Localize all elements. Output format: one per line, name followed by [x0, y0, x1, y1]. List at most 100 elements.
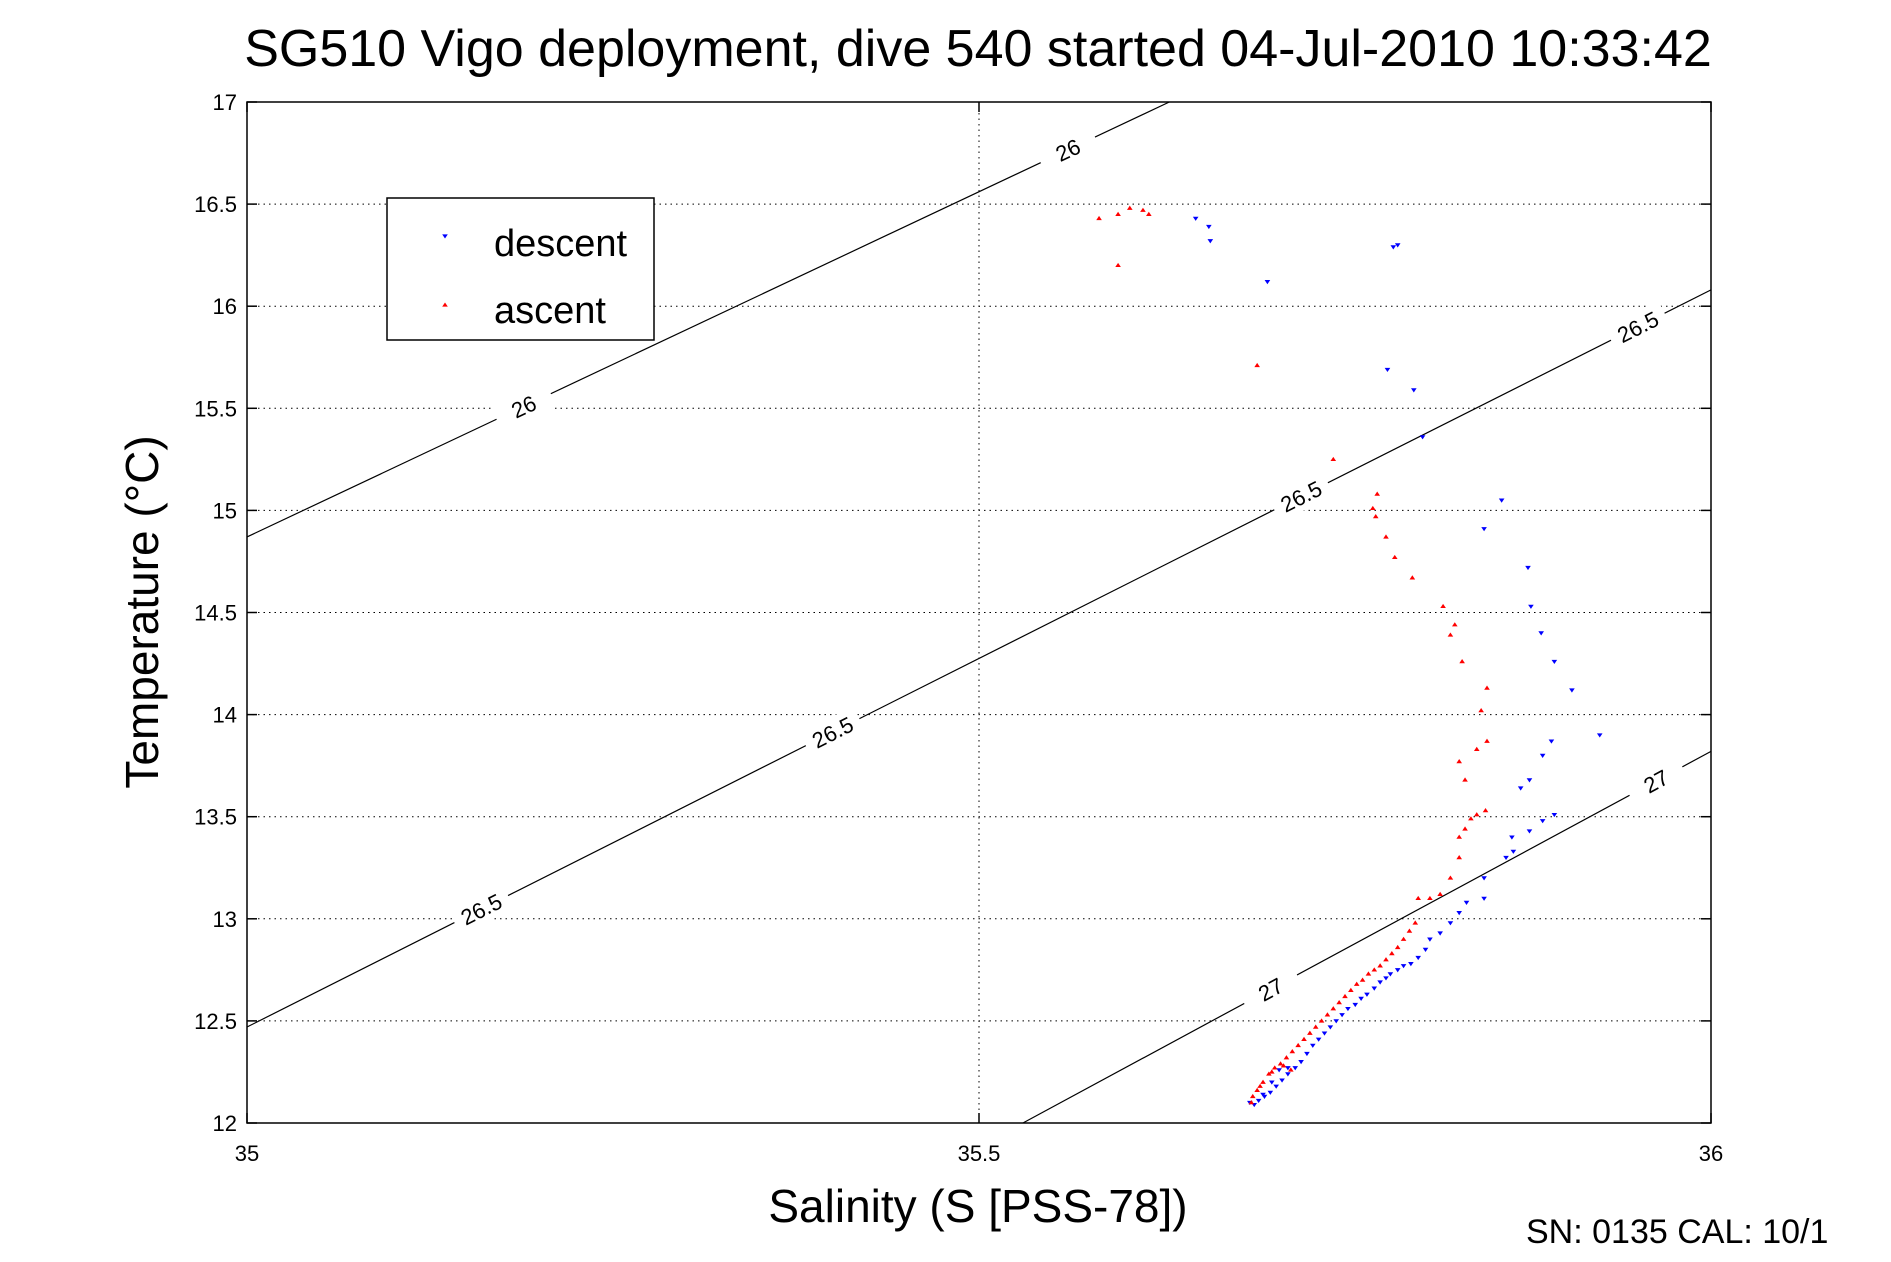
- y-tick-label: 16.5: [194, 192, 237, 217]
- descent-point: [1285, 1066, 1291, 1071]
- ascent-point: [1456, 855, 1462, 860]
- descent-point: [1352, 1002, 1359, 1008]
- ascent-point: [1248, 1100, 1255, 1105]
- ascent-point: [1318, 1018, 1325, 1023]
- ascent-point: [1096, 215, 1102, 221]
- descent-point: [1267, 1090, 1274, 1095]
- descent-point: [1510, 849, 1517, 854]
- ascent-point: [1269, 1069, 1275, 1074]
- descent-point: [1538, 631, 1544, 636]
- legend-box: [386, 197, 655, 341]
- ascent-point: [1437, 891, 1443, 896]
- ascent-point: [1447, 875, 1454, 880]
- descent-point: [1279, 1078, 1285, 1083]
- descent-point: [1358, 996, 1364, 1001]
- descent-point: [1517, 786, 1524, 791]
- ascent-point: [1330, 456, 1337, 462]
- descent-point: [1539, 819, 1546, 824]
- contour-label-gap: [1622, 754, 1690, 808]
- ascent-point: [1257, 1083, 1263, 1088]
- descent-point: [1321, 1031, 1328, 1036]
- ascent-point: [1249, 1093, 1256, 1099]
- ascent-point: [1140, 207, 1146, 212]
- descent-point: [1327, 1025, 1334, 1030]
- descent-point: [1427, 937, 1433, 942]
- legend-ascent-marker: [442, 302, 448, 307]
- ascent-point: [1484, 685, 1490, 690]
- data-points: [1096, 205, 1603, 1108]
- x-tick-label: 36: [1699, 1141, 1723, 1166]
- descent-point: [1345, 1006, 1351, 1012]
- ascent-point: [1478, 707, 1484, 713]
- ascent-point: [1280, 1063, 1287, 1068]
- descent-point: [1315, 1037, 1322, 1042]
- ascent-point: [1254, 1087, 1260, 1093]
- descent-point: [1400, 964, 1407, 969]
- descent-point: [1269, 1080, 1275, 1085]
- legend: descent ascent: [386, 197, 655, 341]
- descent-point: [1526, 829, 1533, 834]
- y-tick-label: 15.5: [194, 396, 237, 421]
- x-tick-label: 35.5: [958, 1141, 1001, 1166]
- descent-point: [1339, 1013, 1345, 1018]
- ascent-point: [1459, 658, 1465, 664]
- descent-point: [1260, 1092, 1266, 1097]
- descent-point: [1364, 992, 1370, 997]
- y-tick-label: 14: [213, 703, 237, 728]
- descent-point: [1387, 972, 1394, 977]
- ascent-point: [1254, 362, 1260, 368]
- ascent-point: [1295, 1042, 1301, 1048]
- ascent-point: [1452, 622, 1458, 627]
- ascent-point: [1473, 746, 1480, 751]
- ascent-point: [1383, 957, 1389, 962]
- descent-point: [1408, 962, 1414, 967]
- descent-point: [1394, 243, 1401, 248]
- descent-point: [1292, 1066, 1299, 1071]
- y-tick-label: 12: [213, 1111, 237, 1136]
- descent-point: [1525, 565, 1531, 571]
- ascent-point: [1288, 1067, 1294, 1072]
- descent-point: [1481, 896, 1487, 901]
- ascent-point: [1260, 1079, 1266, 1084]
- descent-point: [1422, 947, 1429, 952]
- ascent-point: [1427, 895, 1433, 901]
- descent-point: [1371, 986, 1378, 991]
- descent-point: [1569, 688, 1575, 693]
- descent-point: [1419, 435, 1426, 440]
- y-tick-label: 13: [213, 907, 237, 932]
- x-tick-label: 35: [235, 1141, 259, 1166]
- ascent-point: [1301, 1036, 1307, 1041]
- ascent-point: [1271, 1065, 1278, 1070]
- descent-point: [1207, 239, 1214, 244]
- descent-point: [1463, 900, 1470, 905]
- y-tick-label: 13.5: [194, 805, 237, 830]
- legend-ascent-label: ascent: [494, 290, 606, 332]
- legend-descent-label: descent: [494, 223, 628, 265]
- descent-point: [1503, 855, 1509, 861]
- descent-point: [1551, 659, 1558, 665]
- y-tick-label: 17: [213, 90, 237, 115]
- ascent-point: [1365, 971, 1372, 976]
- ascent-point: [1266, 1071, 1272, 1076]
- legend-descent-marker: [442, 234, 448, 239]
- axis-ticks: 35 35.5 36 12 12.5 13 13.5 14 14.5 15 15.5 16 16.5 17: [194, 90, 1723, 1166]
- ascent-point: [1377, 963, 1383, 968]
- ascent-point: [1482, 808, 1489, 813]
- ascent-point: [1468, 816, 1474, 821]
- ascent-point: [1394, 944, 1401, 950]
- ascent-point: [1383, 534, 1389, 539]
- ascent-point: [1115, 262, 1121, 268]
- ascent-point: [1400, 936, 1407, 941]
- contour-label-gap: [1034, 124, 1101, 176]
- ascent-point: [1456, 759, 1462, 764]
- descent-point: [1481, 876, 1487, 881]
- descent-point: [1539, 753, 1546, 758]
- ascent-point: [1389, 950, 1395, 956]
- y-axis-label: Temperature (°C): [116, 435, 168, 788]
- contour-label-gap: [799, 706, 866, 759]
- serial-calibration-footer: SN: 0135 CAL: 10/1: [1526, 1213, 1828, 1251]
- contour-label-gap: [490, 381, 557, 432]
- contour-label-gap: [1237, 962, 1304, 1016]
- ascent-point: [1409, 575, 1416, 580]
